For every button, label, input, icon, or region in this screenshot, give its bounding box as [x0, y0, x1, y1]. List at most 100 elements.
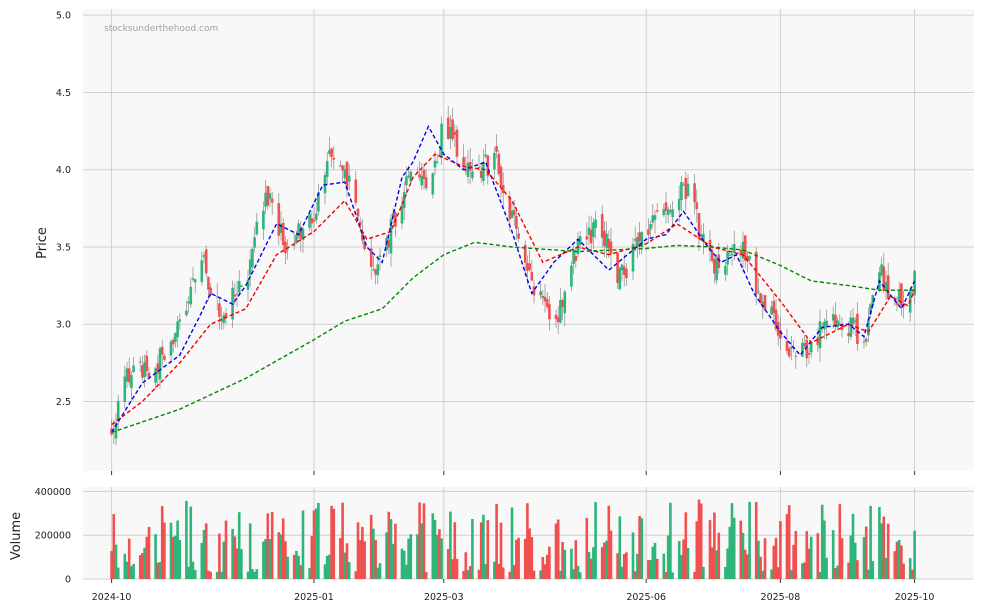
- volume-bar: [530, 537, 534, 579]
- volume-bar: [431, 513, 435, 579]
- volume-bar: [207, 570, 210, 579]
- candle-body: [897, 291, 901, 302]
- volume-bar: [563, 549, 567, 579]
- candle-body: [517, 233, 520, 239]
- candle-body: [391, 213, 395, 218]
- candle-body: [603, 230, 606, 247]
- candle-body: [636, 237, 639, 247]
- candle-body: [803, 343, 806, 347]
- volume-bar: [176, 520, 179, 579]
- volume-bar: [332, 508, 336, 579]
- candle-body: [585, 236, 589, 240]
- volume-bar: [666, 535, 670, 579]
- volume-bar: [695, 521, 699, 579]
- candle-body: [407, 175, 410, 178]
- volume-bar: [754, 502, 758, 579]
- volume-bar: [374, 539, 377, 579]
- candle-body: [622, 266, 626, 275]
- candle-body: [501, 185, 505, 194]
- volume-bar: [358, 540, 362, 579]
- volume-bar: [200, 542, 204, 579]
- volume-bar: [482, 514, 485, 579]
- candle-body: [235, 293, 239, 295]
- candle-body: [378, 255, 382, 258]
- volume-bar: [295, 550, 298, 579]
- candle-body: [297, 223, 300, 237]
- candle-body: [638, 232, 641, 242]
- volume-bar: [570, 548, 573, 579]
- candle-body: [389, 219, 393, 254]
- candle-body: [215, 296, 219, 298]
- volume-bar: [772, 545, 776, 579]
- candle-body: [818, 321, 822, 349]
- candle-body: [508, 196, 512, 220]
- volume-bar: [202, 530, 206, 579]
- volume-bar: [171, 536, 175, 579]
- candle-body: [138, 361, 142, 363]
- volume-bar: [836, 565, 839, 579]
- volume-bar: [308, 568, 311, 579]
- candle-body: [328, 150, 331, 154]
- volume-bar: [636, 553, 639, 579]
- candle-body: [570, 265, 573, 287]
- candle-body: [286, 248, 289, 250]
- volume-bar: [246, 571, 250, 579]
- watermark: stocksunderthehood.com: [104, 24, 218, 34]
- candle-body: [251, 248, 254, 268]
- candle-body: [240, 285, 243, 287]
- price-tick-label: 3.5: [56, 242, 71, 253]
- candle-body: [125, 368, 129, 382]
- candle-body: [154, 368, 157, 383]
- volume-bar: [728, 526, 732, 579]
- volume-bar: [328, 554, 331, 579]
- volume-bar: [266, 513, 270, 579]
- volume-bar: [831, 530, 835, 579]
- candle-body: [248, 259, 252, 275]
- candle-body: [169, 341, 173, 356]
- volume-bar: [394, 523, 397, 579]
- candle-body: [770, 306, 773, 315]
- candle-body: [202, 255, 206, 257]
- volume-bar: [277, 532, 281, 579]
- candle-body: [730, 253, 734, 256]
- candle-body: [682, 184, 685, 186]
- volume-bar: [449, 511, 452, 579]
- candle-body: [372, 269, 375, 271]
- candle-body: [825, 320, 828, 327]
- volume-bar: [314, 508, 318, 579]
- candle-body: [193, 279, 197, 283]
- volume-bar: [341, 502, 344, 579]
- candle-body: [116, 400, 120, 421]
- candle-body: [510, 210, 514, 218]
- volume-bar: [515, 539, 518, 579]
- candle-body: [532, 286, 536, 296]
- candle-body: [739, 249, 743, 256]
- candle-body: [402, 192, 406, 209]
- candle-body: [732, 243, 736, 253]
- volume-bar: [625, 552, 628, 579]
- candle-body: [710, 250, 714, 261]
- candle-body: [187, 301, 190, 304]
- volume-bar: [662, 553, 666, 579]
- candle-body: [387, 239, 391, 248]
- candle-body: [299, 227, 303, 240]
- volume-bar: [838, 504, 842, 579]
- candle-body: [864, 338, 868, 342]
- candle-body: [209, 287, 212, 296]
- price-tick-label: 4.0: [56, 165, 71, 176]
- volume-bar: [466, 570, 470, 579]
- candle-body: [840, 323, 844, 331]
- volume-bar: [145, 536, 149, 579]
- candle-body: [801, 342, 804, 357]
- volume-bar: [869, 505, 872, 579]
- candle-body: [556, 317, 560, 323]
- volume-bar: [317, 502, 320, 579]
- volume-bar: [600, 547, 604, 579]
- candle-body: [325, 161, 329, 177]
- candle-body: [695, 202, 699, 209]
- volume-bar: [339, 538, 342, 579]
- candle-body: [477, 167, 481, 169]
- volume-bar: [292, 554, 296, 579]
- volume-bar: [376, 567, 380, 579]
